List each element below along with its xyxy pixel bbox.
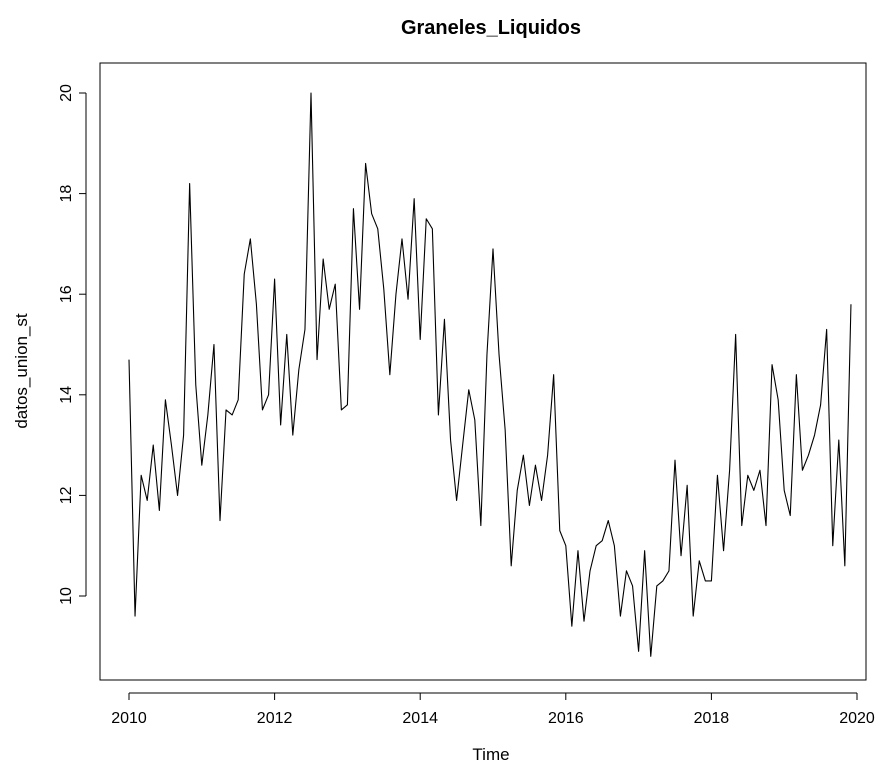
x-axis-label: Time [472, 745, 509, 764]
x-tick-label-2012: 2012 [257, 710, 293, 727]
y-axis-label: datos_union_st [12, 313, 31, 429]
y-tick-label-12: 12 [58, 486, 75, 504]
chart-title: Graneles_Liquidos [401, 17, 581, 39]
x-tick-label-2014: 2014 [402, 710, 438, 727]
y-tick-label-16: 16 [58, 285, 75, 303]
x-tick-label-2016: 2016 [548, 710, 584, 727]
series-line-0 [128, 92, 852, 657]
y-axis: 10 12 14 16 18 20 [58, 84, 87, 605]
x-tick-label-2018: 2018 [694, 710, 730, 727]
x-axis: 2010 2012 2014 2016 2018 2020 [111, 692, 875, 727]
series-layer [128, 92, 852, 657]
x-tick-label-2010: 2010 [111, 710, 147, 727]
y-tick-label-18: 18 [58, 185, 75, 203]
plot-frame [99, 62, 867, 681]
x-tick-label-2020: 2020 [839, 710, 875, 727]
y-tick-label-14: 14 [58, 386, 75, 404]
y-tick-label-10: 10 [58, 587, 75, 605]
y-tick-label-20: 20 [58, 84, 75, 102]
